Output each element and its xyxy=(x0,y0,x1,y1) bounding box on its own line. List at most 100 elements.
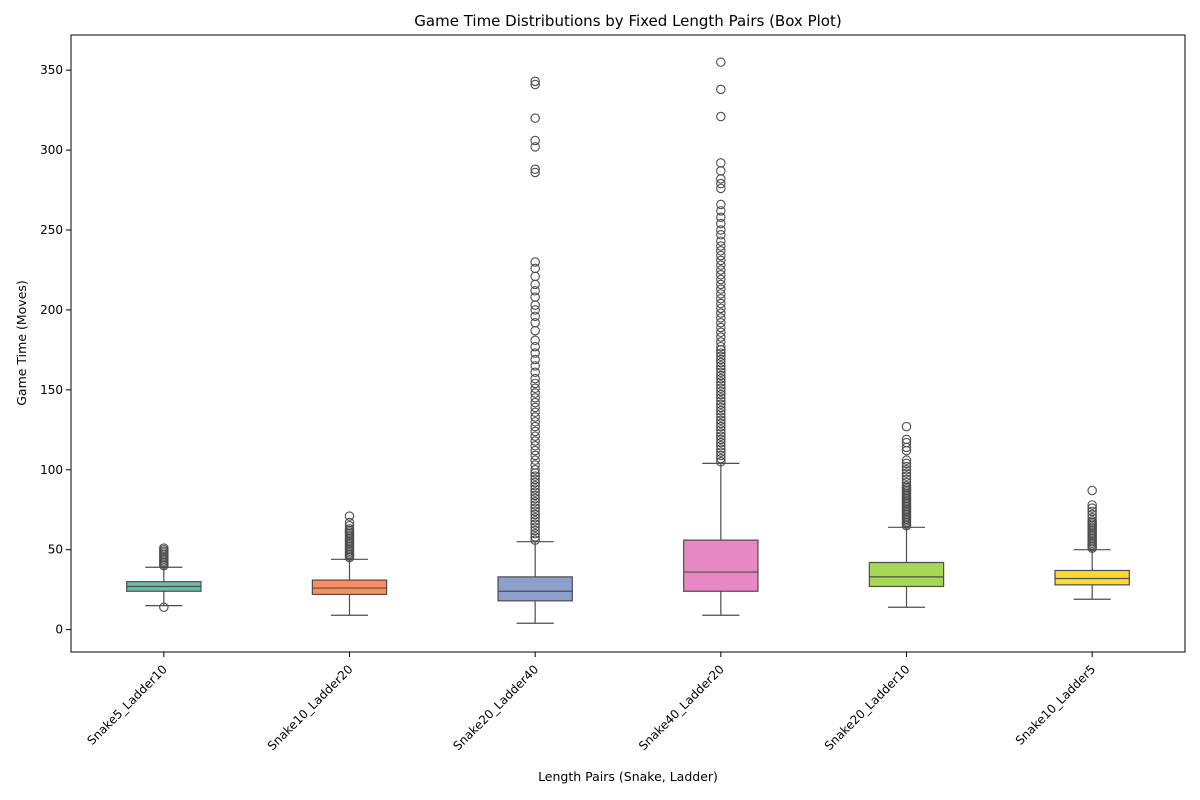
outlier-point xyxy=(716,447,726,457)
outlier-point xyxy=(530,532,540,542)
outlier-point xyxy=(530,354,540,365)
outlier-point xyxy=(530,493,540,504)
outlier-point xyxy=(530,506,540,517)
outlier-point xyxy=(716,441,726,451)
outlier-point xyxy=(901,471,912,481)
y-axis: 0 50 100 150 200 250 300 350 xyxy=(40,63,71,637)
outlier-point xyxy=(530,257,540,267)
outlier-point xyxy=(716,199,726,210)
outlier-point xyxy=(716,225,726,235)
outlier-point xyxy=(716,84,726,95)
y-tick-label: 200 xyxy=(40,303,63,317)
x-tick-label: Snake10_Ladder5 xyxy=(1013,662,1099,748)
outlier-point xyxy=(716,415,726,425)
outlier-point xyxy=(1087,485,1097,496)
outlier-point xyxy=(530,397,540,408)
outlier-point xyxy=(716,308,726,318)
outlier-point xyxy=(530,436,540,446)
outlier-point xyxy=(716,431,726,441)
outlier-point xyxy=(716,236,726,246)
outlier-point xyxy=(530,426,540,437)
outlier-point xyxy=(716,428,726,438)
outlier-point xyxy=(716,418,726,429)
outlier-point xyxy=(716,158,726,168)
x-tick-label: Snake20_Ladder10 xyxy=(822,662,913,753)
outlier-point xyxy=(901,461,912,472)
y-tick-label: 100 xyxy=(40,463,63,477)
outlier-point xyxy=(530,509,540,520)
outlier-point xyxy=(530,522,540,533)
outlier-point xyxy=(530,271,540,282)
outlier-point xyxy=(716,444,726,454)
outlier-point xyxy=(1087,500,1097,510)
outlier-point xyxy=(530,441,540,451)
outlier-point xyxy=(716,206,726,216)
box-group xyxy=(868,421,945,608)
outlier-point xyxy=(901,434,912,445)
outlier-point xyxy=(716,348,726,358)
outlier-point xyxy=(530,367,540,378)
x-tick-label: Snake20_Ladder40 xyxy=(450,662,541,753)
outlier-point xyxy=(530,341,540,352)
x-tick-label: Snake40_Ladder20 xyxy=(636,662,727,753)
x-tick-label: Snake10_Ladder20 xyxy=(265,662,356,753)
outlier-point xyxy=(530,402,540,413)
box-group xyxy=(497,76,573,624)
outlier-point xyxy=(716,380,726,390)
outlier-point xyxy=(901,421,912,432)
outlier-point xyxy=(530,279,540,290)
outlier-point xyxy=(530,455,540,465)
outlier-point xyxy=(530,445,540,456)
outlier-point xyxy=(716,241,726,251)
outlier-point xyxy=(901,477,912,488)
iqr-box xyxy=(683,539,759,592)
box-group xyxy=(126,543,202,612)
outlier-point xyxy=(1087,516,1097,526)
outlier-point xyxy=(901,455,912,465)
iqr-box xyxy=(868,561,945,588)
y-axis-label: Game Time (Moves) xyxy=(14,280,29,406)
outlier-point xyxy=(1087,509,1097,520)
outlier-point xyxy=(530,519,540,529)
outlier-point xyxy=(716,284,726,294)
outlier-point xyxy=(716,327,726,338)
outlier-point xyxy=(530,471,540,481)
outlier-point xyxy=(716,303,726,314)
outlier-point xyxy=(530,300,540,310)
outlier-point xyxy=(716,402,726,413)
outlier-point xyxy=(530,79,540,90)
outlier-point xyxy=(716,389,726,400)
outlier-point xyxy=(716,357,726,368)
outlier-point xyxy=(530,421,540,432)
outlier-point xyxy=(716,399,726,409)
outlier-point xyxy=(530,431,540,441)
iqr-box xyxy=(1054,569,1130,586)
outlier-point xyxy=(716,396,726,406)
box-group xyxy=(311,511,388,616)
outlier-point xyxy=(530,417,540,427)
outlier-point xyxy=(716,183,726,194)
outlier-point xyxy=(716,412,726,422)
outlier-point xyxy=(716,230,726,240)
outlier-point xyxy=(716,450,726,461)
y-tick-label: 50 xyxy=(48,543,63,557)
outlier-point xyxy=(716,434,726,445)
outlier-point xyxy=(530,167,540,178)
outlier-point xyxy=(716,405,726,416)
outlier-point xyxy=(716,317,726,328)
outlier-point xyxy=(716,425,726,435)
outlier-point xyxy=(716,364,726,374)
outlier-point xyxy=(716,409,726,419)
outlier-point xyxy=(1087,506,1097,517)
outlier-point xyxy=(530,335,540,346)
outlier-point xyxy=(530,484,540,494)
outlier-point xyxy=(716,298,726,309)
outlier-point xyxy=(716,111,726,122)
outlier-point xyxy=(530,503,540,513)
outlier-point xyxy=(716,293,726,304)
outlier-point xyxy=(716,393,726,403)
y-tick-label: 300 xyxy=(40,143,63,157)
outlier-point xyxy=(716,166,726,176)
y-tick-label: 150 xyxy=(40,383,63,397)
outlier-point xyxy=(716,274,726,285)
